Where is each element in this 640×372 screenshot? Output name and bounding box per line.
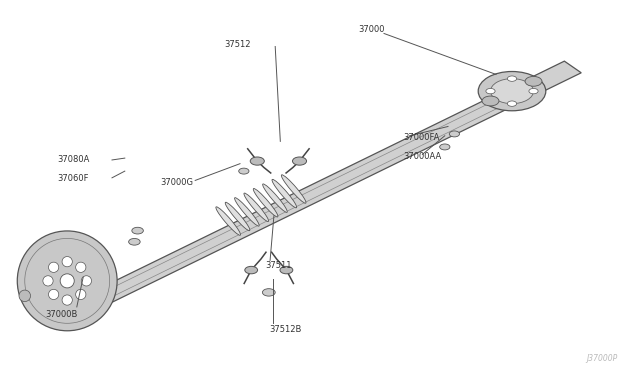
- Ellipse shape: [76, 262, 86, 272]
- Circle shape: [486, 89, 495, 94]
- Ellipse shape: [76, 289, 86, 299]
- Ellipse shape: [62, 295, 72, 305]
- Ellipse shape: [262, 184, 287, 212]
- Ellipse shape: [244, 193, 269, 222]
- Ellipse shape: [250, 157, 264, 165]
- Ellipse shape: [17, 231, 117, 331]
- Ellipse shape: [280, 266, 292, 274]
- Text: J37000P: J37000P: [586, 354, 618, 363]
- Text: 37000G: 37000G: [160, 178, 193, 187]
- Text: 37512: 37512: [224, 40, 250, 49]
- Polygon shape: [40, 61, 581, 330]
- Circle shape: [508, 76, 516, 81]
- Text: 37000: 37000: [358, 25, 385, 34]
- Text: 37512B: 37512B: [269, 325, 301, 334]
- Ellipse shape: [132, 227, 143, 234]
- Ellipse shape: [272, 179, 296, 208]
- Ellipse shape: [62, 257, 72, 267]
- Circle shape: [239, 168, 249, 174]
- Ellipse shape: [440, 144, 450, 150]
- Text: 37080A: 37080A: [58, 155, 90, 164]
- Circle shape: [529, 89, 538, 94]
- Ellipse shape: [49, 289, 59, 299]
- Ellipse shape: [60, 274, 74, 288]
- Ellipse shape: [449, 131, 460, 137]
- Circle shape: [262, 289, 275, 296]
- Ellipse shape: [49, 262, 59, 272]
- Ellipse shape: [478, 71, 546, 111]
- Circle shape: [508, 101, 516, 106]
- Ellipse shape: [43, 276, 53, 286]
- Ellipse shape: [129, 238, 140, 245]
- Text: 37000AA: 37000AA: [403, 152, 442, 161]
- Ellipse shape: [225, 202, 250, 231]
- Ellipse shape: [19, 290, 31, 302]
- Ellipse shape: [235, 198, 259, 226]
- Ellipse shape: [525, 76, 542, 86]
- Text: 37000B: 37000B: [45, 310, 77, 319]
- Ellipse shape: [244, 266, 257, 274]
- Ellipse shape: [81, 276, 92, 286]
- Ellipse shape: [292, 157, 307, 165]
- Ellipse shape: [282, 175, 306, 203]
- Ellipse shape: [482, 96, 499, 106]
- Text: 37060F: 37060F: [58, 174, 89, 183]
- Ellipse shape: [216, 207, 241, 235]
- Ellipse shape: [253, 189, 278, 217]
- Text: 37511: 37511: [266, 262, 292, 270]
- Ellipse shape: [490, 78, 534, 104]
- Text: 37000FA: 37000FA: [403, 133, 440, 142]
